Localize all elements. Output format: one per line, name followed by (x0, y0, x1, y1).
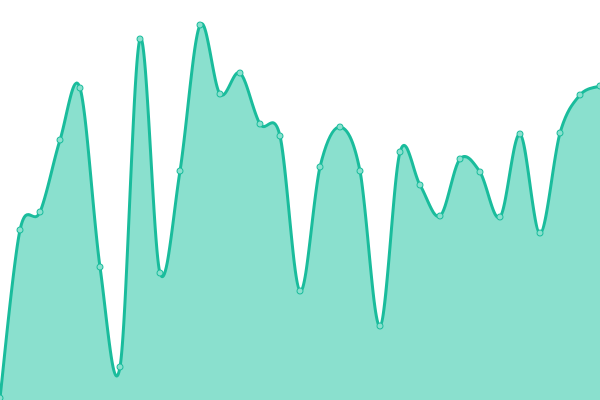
data-point-26 (516, 130, 524, 138)
data-point-25 (496, 213, 504, 221)
data-point-1 (16, 226, 24, 234)
data-point-18 (356, 167, 364, 175)
data-point-20 (396, 148, 404, 156)
data-point-19 (376, 322, 384, 330)
data-point-6 (116, 363, 124, 371)
data-point-16 (316, 163, 324, 171)
area-fill (0, 23, 600, 400)
data-point-24 (476, 168, 484, 176)
data-point-21 (416, 181, 424, 189)
data-point-0 (0, 394, 4, 400)
data-point-23 (456, 155, 464, 163)
data-point-11 (216, 90, 224, 98)
data-point-7 (136, 35, 144, 43)
data-point-27 (536, 229, 544, 237)
data-point-3 (56, 136, 64, 144)
data-point-2 (36, 208, 44, 216)
data-point-30 (596, 82, 600, 90)
data-markers (0, 21, 600, 400)
data-point-13 (256, 120, 264, 128)
data-point-4 (76, 84, 84, 92)
data-point-29 (576, 91, 584, 99)
data-point-28 (556, 129, 564, 137)
data-point-9 (176, 167, 184, 175)
data-point-12 (236, 69, 244, 77)
data-point-22 (436, 212, 444, 220)
data-point-8 (156, 269, 164, 277)
data-point-17 (336, 123, 344, 131)
data-point-14 (276, 132, 284, 140)
series-line (0, 22, 600, 399)
data-point-5 (96, 263, 104, 271)
data-point-15 (296, 287, 304, 295)
data-point-10 (196, 21, 204, 29)
